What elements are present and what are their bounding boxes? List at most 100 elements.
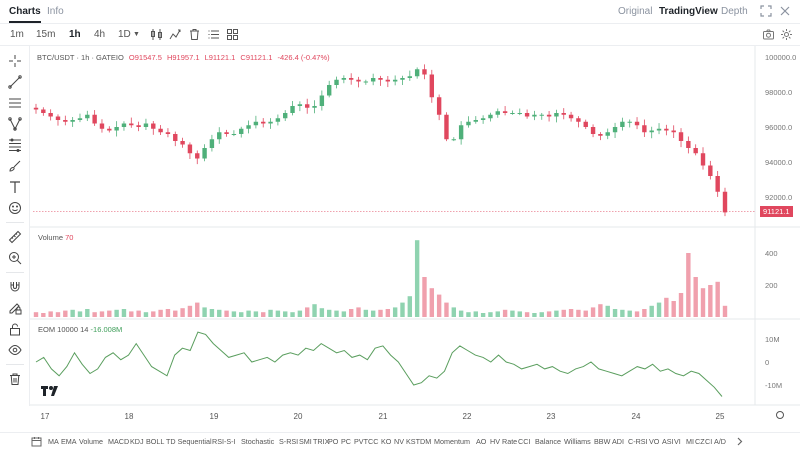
view-tradingview[interactable]: TradingView: [659, 6, 718, 17]
chart-canvas[interactable]: 100000.0 98000.0 96000.0 94000.0 92000.0 17 18…: [0, 0, 800, 432]
indicator-a-d[interactable]: A/D: [714, 437, 726, 446]
volume-label: Volume: [38, 233, 64, 242]
volume-bar: [686, 253, 691, 317]
indicator-nv[interactable]: NV: [394, 437, 404, 446]
indicator-bbw[interactable]: BBW: [594, 437, 611, 446]
layout-icon[interactable]: [226, 28, 239, 41]
open-value: O91547.5: [128, 53, 162, 62]
ruler-icon[interactable]: [8, 230, 22, 244]
chevron-down-icon[interactable]: ▼: [133, 31, 140, 38]
indicator-rsi-s-i[interactable]: RSI-S-I: [212, 437, 236, 446]
indicator-dm[interactable]: DM: [420, 437, 432, 446]
indicator-s-rsi[interactable]: S-RSI: [279, 437, 299, 446]
eye-icon[interactable]: [8, 343, 22, 357]
magnet-icon[interactable]: [8, 280, 22, 294]
view-original[interactable]: Original: [618, 6, 653, 17]
interval-15m[interactable]: 15m: [36, 29, 56, 40]
indicator-vo[interactable]: VO: [649, 437, 660, 446]
pattern-icon[interactable]: [8, 117, 22, 131]
indicator-ema[interactable]: EMA: [61, 437, 77, 446]
eom-value: -16.008M: [90, 325, 123, 334]
volume-bar: [385, 309, 391, 317]
fullscreen-icon[interactable]: [760, 5, 772, 17]
candle-body: [708, 165, 713, 176]
candle-body: [312, 106, 317, 108]
candle-body: [524, 113, 530, 117]
indicator-ma[interactable]: MA: [48, 437, 59, 446]
indicator-cc[interactable]: CC: [368, 437, 379, 446]
tab-charts[interactable]: Charts: [9, 6, 41, 23]
indicator-mi[interactable]: MI: [686, 437, 694, 446]
x-axis-label: 22: [463, 412, 472, 421]
tab-info[interactable]: Info: [47, 6, 64, 17]
lock-draw-icon[interactable]: [8, 301, 22, 315]
candle-body: [348, 78, 354, 80]
gear-icon[interactable]: [780, 28, 793, 41]
indicator-macd[interactable]: MACD: [108, 437, 130, 446]
candle-body: [656, 128, 662, 131]
indicator-adi[interactable]: ADI: [612, 437, 624, 446]
candle-body: [305, 104, 310, 108]
fib-icon[interactable]: [8, 138, 22, 152]
zoom-icon[interactable]: [8, 251, 22, 265]
indicator-vi[interactable]: VI: [674, 437, 681, 446]
indicator-ko[interactable]: KO: [381, 437, 392, 446]
chevron-right-icon[interactable]: [734, 436, 745, 447]
crosshair-icon[interactable]: [8, 54, 22, 68]
indicators-icon[interactable]: [169, 28, 182, 41]
trash-icon[interactable]: [8, 372, 22, 386]
horizontal-lines-icon[interactable]: [8, 96, 22, 110]
indicator-volume[interactable]: Volume: [79, 437, 103, 446]
candle-type-icon[interactable]: [150, 28, 163, 41]
candle-body: [63, 120, 68, 122]
indicator-trix[interactable]: TRIX: [313, 437, 330, 446]
indicator-cci[interactable]: CCI: [518, 437, 531, 446]
interval-1m[interactable]: 1m: [10, 29, 24, 40]
indicator-cz[interactable]: CZ: [695, 437, 705, 446]
indicator-kst[interactable]: KST: [406, 437, 420, 446]
candle-body: [224, 132, 229, 134]
indicator-balance[interactable]: Balance: [535, 437, 561, 446]
indicator-ao[interactable]: AO: [476, 437, 487, 446]
indicator-asi[interactable]: ASI: [662, 437, 674, 446]
text-icon[interactable]: [8, 180, 22, 194]
volume-bar: [348, 309, 354, 317]
volume-bar: [700, 288, 706, 317]
list-icon[interactable]: [207, 28, 220, 41]
interval-1d[interactable]: 1D: [118, 29, 131, 40]
volume-bar: [165, 309, 171, 317]
volume-bar: [202, 307, 207, 317]
indicator-momentum[interactable]: Momentum: [434, 437, 470, 446]
indicator-stochastic[interactable]: Stochastic: [241, 437, 275, 446]
calendar-icon[interactable]: [31, 436, 42, 447]
interval-4h[interactable]: 4h: [94, 29, 106, 40]
indicator-kdj[interactable]: KDJ: [130, 437, 144, 446]
x-axis-label: 21: [379, 412, 388, 421]
indicator-td-sequential[interactable]: TD Sequential: [166, 437, 212, 446]
volume-bar: [400, 302, 405, 317]
indicator-rate[interactable]: Rate: [502, 437, 518, 446]
candle-body: [136, 125, 141, 127]
camera-icon[interactable]: [762, 28, 775, 41]
indicator-hv[interactable]: HV: [490, 437, 500, 446]
candle-body: [85, 114, 90, 119]
indicator-williams[interactable]: Williams: [564, 437, 591, 446]
trash-icon[interactable]: [188, 28, 201, 41]
settings-icon[interactable]: [779, 5, 791, 17]
candle-body: [546, 114, 552, 117]
candle-body: [217, 132, 222, 140]
candle-body: [48, 113, 53, 117]
indicator-pvt[interactable]: PVT: [354, 437, 368, 446]
indicator-po[interactable]: PO: [328, 437, 339, 446]
trend-line-icon[interactable]: [8, 75, 22, 89]
view-depth[interactable]: Depth: [721, 6, 748, 17]
brush-icon[interactable]: [8, 159, 22, 173]
indicator-boll[interactable]: BOLL: [146, 437, 165, 446]
indicator-pc[interactable]: PC: [341, 437, 351, 446]
lock-icon[interactable]: [8, 322, 22, 336]
emoji-icon[interactable]: [8, 201, 22, 215]
interval-1h[interactable]: 1h: [69, 29, 81, 40]
indicator-smi[interactable]: SMI: [299, 437, 312, 446]
indicator-ci[interactable]: CI: [705, 437, 713, 446]
indicator-c-rsi[interactable]: C-RSI: [628, 437, 648, 446]
